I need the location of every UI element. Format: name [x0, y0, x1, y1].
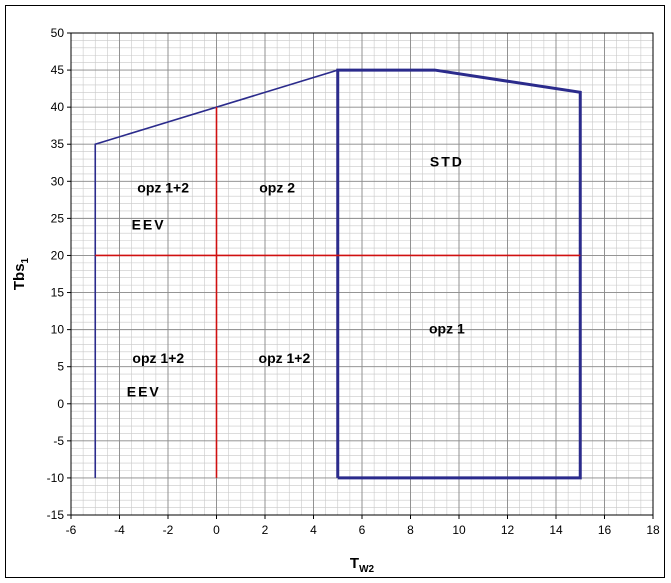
y-tick-label: -15: [47, 508, 65, 522]
chart-frame: [5, 5, 665, 578]
region-label: opz 1+2: [137, 179, 189, 195]
y-tick-label: 20: [51, 248, 65, 262]
y-tick-label: 5: [57, 360, 64, 374]
y-tick-label: 45: [51, 63, 65, 77]
y-tick-label: 30: [51, 174, 65, 188]
region-label: opz 2: [259, 179, 295, 195]
series-line-2: [336, 68, 582, 480]
x-axis-label-sub: W2: [359, 564, 374, 575]
region-labels: STD opz 1+2 opz 2 EEV opz 1 opz 1+2 opz 1+2 EEV: [127, 153, 465, 399]
y-axis-label-sub: 1: [20, 257, 31, 263]
x-tick-label: -4: [114, 523, 125, 537]
series-layer: [94, 68, 582, 480]
x-tick-label: 0: [213, 523, 220, 537]
x-tick-label: 12: [501, 523, 515, 537]
y-tick-label: 40: [51, 100, 65, 114]
y-tick-label: 35: [51, 137, 65, 151]
x-tick-label: 2: [262, 523, 269, 537]
y-axis-label: Tbs1: [11, 257, 31, 290]
region-label: STD: [430, 153, 464, 169]
x-tick-label: 14: [549, 523, 563, 537]
x-axis-ticks: -6 -4 -2 0 2 4 6 8 10 12 14 16 18: [66, 515, 660, 537]
grid-major: [70, 32, 654, 516]
y-tick-label: 50: [51, 26, 65, 40]
y-tick-label: -5: [53, 434, 64, 448]
y-tick-label: -10: [47, 471, 65, 485]
region-label: opz 1+2: [259, 350, 311, 366]
x-tick-label: 6: [359, 523, 366, 537]
y-tick-label: 25: [51, 211, 65, 225]
region-label: EEV: [132, 217, 166, 233]
region-label: opz 1+2: [132, 350, 184, 366]
x-tick-label: 18: [646, 523, 660, 537]
region-label: opz 1: [429, 320, 465, 336]
x-tick-label: 4: [310, 523, 317, 537]
y-axis-label-main: Tbs: [11, 263, 28, 290]
y-tick-label: 10: [51, 323, 65, 337]
y-tick-label: 0: [57, 397, 64, 411]
y-tick-label: 15: [51, 286, 65, 300]
x-tick-label: -2: [163, 523, 174, 537]
x-tick-label: 16: [598, 523, 612, 537]
y-axis-ticks: -15 -10 -5 0 5 10 15 20 25 30 35 40 45 50: [47, 26, 71, 522]
region-label: EEV: [127, 383, 161, 399]
x-tick-label: 10: [452, 523, 466, 537]
x-axis-label: TW2: [350, 555, 375, 575]
x-axis-label-main: T: [350, 555, 359, 572]
x-tick-label: -6: [66, 523, 77, 537]
x-tick-label: 8: [407, 523, 414, 537]
